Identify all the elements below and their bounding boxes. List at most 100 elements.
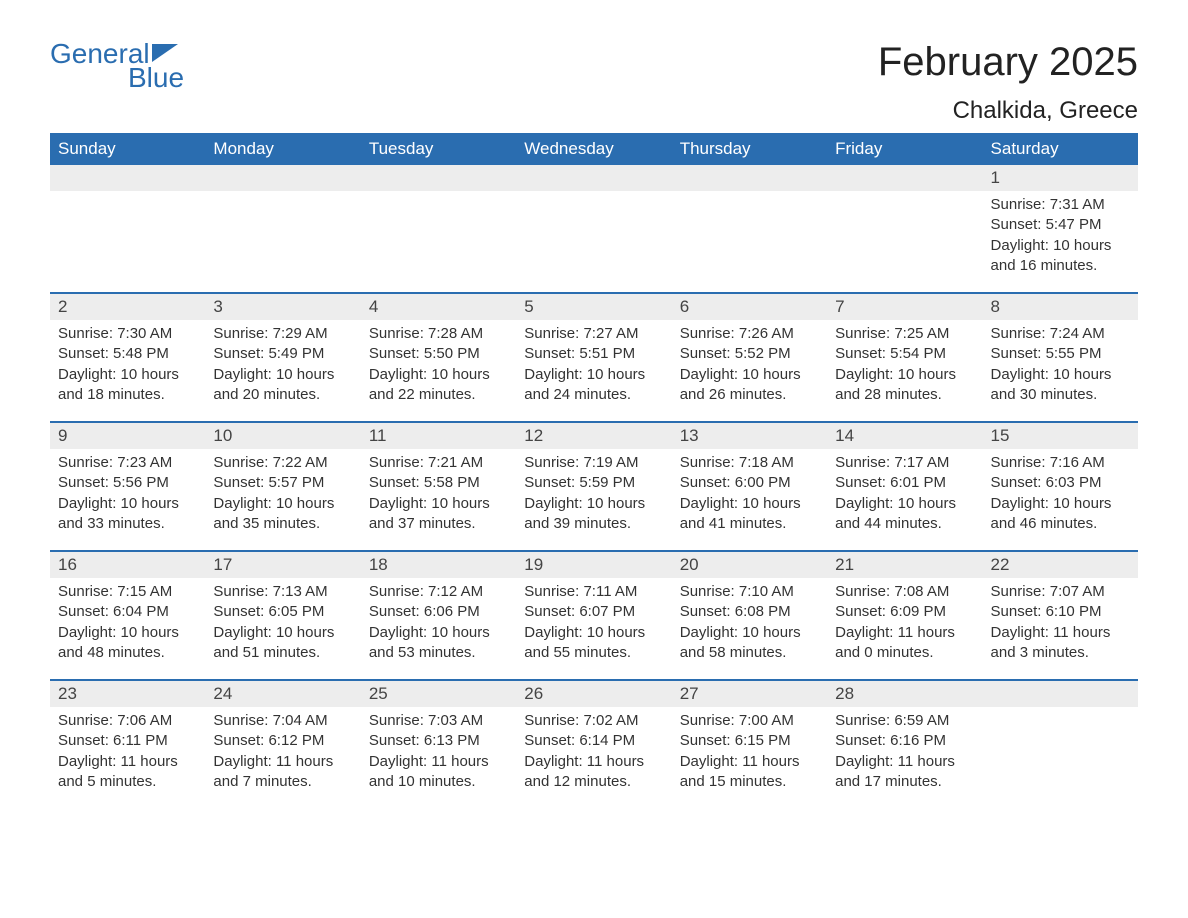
sunset-label: Sunset: bbox=[991, 345, 1042, 362]
sunrise-line: Sunrise: 7:19 AM bbox=[524, 453, 663, 473]
daylight-line: Daylight: 11 hours and 15 minutes. bbox=[680, 752, 819, 793]
sunset-value: 6:14 PM bbox=[579, 732, 635, 749]
sunrise-line: Sunrise: 7:25 AM bbox=[835, 324, 974, 344]
daylight-label: Daylight: bbox=[835, 753, 893, 770]
calendar-cell: 9Sunrise: 7:23 AMSunset: 5:56 PMDaylight… bbox=[50, 423, 205, 551]
sunrise-value: 7:17 AM bbox=[894, 454, 949, 471]
sunrise-value: 7:06 AM bbox=[117, 712, 172, 729]
sunrise-line: Sunrise: 7:30 AM bbox=[58, 324, 197, 344]
sunrise-line: Sunrise: 7:21 AM bbox=[369, 453, 508, 473]
calendar-cell: 1Sunrise: 7:31 AMSunset: 5:47 PMDaylight… bbox=[983, 165, 1138, 293]
sunset-label: Sunset: bbox=[369, 732, 420, 749]
day-number bbox=[983, 681, 1138, 707]
daylight-line: Daylight: 10 hours and 26 minutes. bbox=[680, 365, 819, 406]
sunrise-label: Sunrise: bbox=[835, 325, 890, 342]
sunset-label: Sunset: bbox=[991, 603, 1042, 620]
sunrise-value: 7:15 AM bbox=[117, 583, 172, 600]
calendar-cell bbox=[827, 165, 982, 293]
sunrise-label: Sunrise: bbox=[680, 583, 735, 600]
sunset-line: Sunset: 5:47 PM bbox=[991, 215, 1130, 235]
sunrise-value: 7:13 AM bbox=[273, 583, 328, 600]
day-number: 20 bbox=[672, 552, 827, 578]
sunset-value: 6:13 PM bbox=[424, 732, 480, 749]
sunset-label: Sunset: bbox=[58, 345, 109, 362]
daylight-label: Daylight: bbox=[524, 753, 582, 770]
sunrise-value: 7:29 AM bbox=[273, 325, 328, 342]
weekday-header: Tuesday bbox=[361, 133, 516, 165]
sunrise-value: 7:04 AM bbox=[273, 712, 328, 729]
sunset-value: 6:11 PM bbox=[113, 732, 168, 749]
sunrise-line: Sunrise: 7:16 AM bbox=[991, 453, 1130, 473]
calendar-week: 23Sunrise: 7:06 AMSunset: 6:11 PMDayligh… bbox=[50, 681, 1138, 809]
sunset-value: 5:54 PM bbox=[890, 345, 946, 362]
sunset-label: Sunset: bbox=[58, 474, 109, 491]
sunset-label: Sunset: bbox=[991, 474, 1042, 491]
daylight-line: Daylight: 11 hours and 7 minutes. bbox=[213, 752, 352, 793]
calendar-cell bbox=[361, 165, 516, 293]
sunrise-line: Sunrise: 7:10 AM bbox=[680, 582, 819, 602]
daylight-line: Daylight: 10 hours and 28 minutes. bbox=[835, 365, 974, 406]
sunset-label: Sunset: bbox=[524, 345, 575, 362]
calendar-cell: 11Sunrise: 7:21 AMSunset: 5:58 PMDayligh… bbox=[361, 423, 516, 551]
sunrise-label: Sunrise: bbox=[991, 196, 1046, 213]
sunrise-label: Sunrise: bbox=[369, 454, 424, 471]
logo-flag-icon bbox=[152, 44, 178, 64]
day-number bbox=[50, 165, 205, 191]
day-data: Sunrise: 7:02 AMSunset: 6:14 PMDaylight:… bbox=[516, 707, 671, 800]
sunset-label: Sunset: bbox=[58, 603, 109, 620]
day-data: Sunrise: 7:29 AMSunset: 5:49 PMDaylight:… bbox=[205, 320, 360, 413]
day-data: Sunrise: 7:22 AMSunset: 5:57 PMDaylight:… bbox=[205, 449, 360, 542]
sunset-line: Sunset: 5:58 PM bbox=[369, 473, 508, 493]
sunset-line: Sunset: 6:16 PM bbox=[835, 731, 974, 751]
sunrise-label: Sunrise: bbox=[213, 454, 268, 471]
sunrise-line: Sunrise: 7:04 AM bbox=[213, 711, 352, 731]
sunset-label: Sunset: bbox=[524, 474, 575, 491]
daylight-label: Daylight: bbox=[991, 624, 1049, 641]
day-data: Sunrise: 7:18 AMSunset: 6:00 PMDaylight:… bbox=[672, 449, 827, 542]
sunrise-line: Sunrise: 7:15 AM bbox=[58, 582, 197, 602]
sunset-value: 5:56 PM bbox=[113, 474, 169, 491]
calendar-table: SundayMondayTuesdayWednesdayThursdayFrid… bbox=[50, 133, 1138, 809]
calendar-cell: 8Sunrise: 7:24 AMSunset: 5:55 PMDaylight… bbox=[983, 294, 1138, 422]
daylight-label: Daylight: bbox=[369, 495, 427, 512]
day-number bbox=[361, 165, 516, 191]
month-title: February 2025 bbox=[878, 40, 1138, 85]
sunset-line: Sunset: 6:04 PM bbox=[58, 602, 197, 622]
sunset-line: Sunset: 6:05 PM bbox=[213, 602, 352, 622]
daylight-label: Daylight: bbox=[680, 624, 738, 641]
day-number: 14 bbox=[827, 423, 982, 449]
sunset-line: Sunset: 6:15 PM bbox=[680, 731, 819, 751]
sunrise-label: Sunrise: bbox=[524, 325, 579, 342]
sunrise-label: Sunrise: bbox=[835, 712, 890, 729]
sunrise-label: Sunrise: bbox=[991, 325, 1046, 342]
sunset-value: 5:57 PM bbox=[268, 474, 324, 491]
sunrise-label: Sunrise: bbox=[524, 583, 579, 600]
daylight-line: Daylight: 11 hours and 12 minutes. bbox=[524, 752, 663, 793]
sunrise-value: 7:27 AM bbox=[583, 325, 638, 342]
day-number: 21 bbox=[827, 552, 982, 578]
sunset-value: 6:03 PM bbox=[1046, 474, 1102, 491]
sunrise-value: 7:31 AM bbox=[1050, 196, 1105, 213]
calendar-cell bbox=[672, 165, 827, 293]
sunrise-line: Sunrise: 7:08 AM bbox=[835, 582, 974, 602]
day-data: Sunrise: 7:31 AMSunset: 5:47 PMDaylight:… bbox=[983, 191, 1138, 284]
day-number: 24 bbox=[205, 681, 360, 707]
sunset-line: Sunset: 5:49 PM bbox=[213, 344, 352, 364]
daylight-label: Daylight: bbox=[369, 366, 427, 383]
calendar-cell: 12Sunrise: 7:19 AMSunset: 5:59 PMDayligh… bbox=[516, 423, 671, 551]
sunrise-value: 7:08 AM bbox=[894, 583, 949, 600]
sunset-label: Sunset: bbox=[213, 345, 264, 362]
sunrise-label: Sunrise: bbox=[991, 454, 1046, 471]
sunset-label: Sunset: bbox=[680, 732, 731, 749]
sunrise-line: Sunrise: 7:18 AM bbox=[680, 453, 819, 473]
sunrise-value: 7:25 AM bbox=[894, 325, 949, 342]
sunrise-value: 7:26 AM bbox=[739, 325, 794, 342]
sunset-value: 6:15 PM bbox=[735, 732, 791, 749]
calendar-cell: 2Sunrise: 7:30 AMSunset: 5:48 PMDaylight… bbox=[50, 294, 205, 422]
sunset-label: Sunset: bbox=[524, 603, 575, 620]
day-number: 6 bbox=[672, 294, 827, 320]
day-number: 16 bbox=[50, 552, 205, 578]
day-number: 9 bbox=[50, 423, 205, 449]
sunset-value: 5:52 PM bbox=[735, 345, 791, 362]
daylight-label: Daylight: bbox=[680, 753, 738, 770]
